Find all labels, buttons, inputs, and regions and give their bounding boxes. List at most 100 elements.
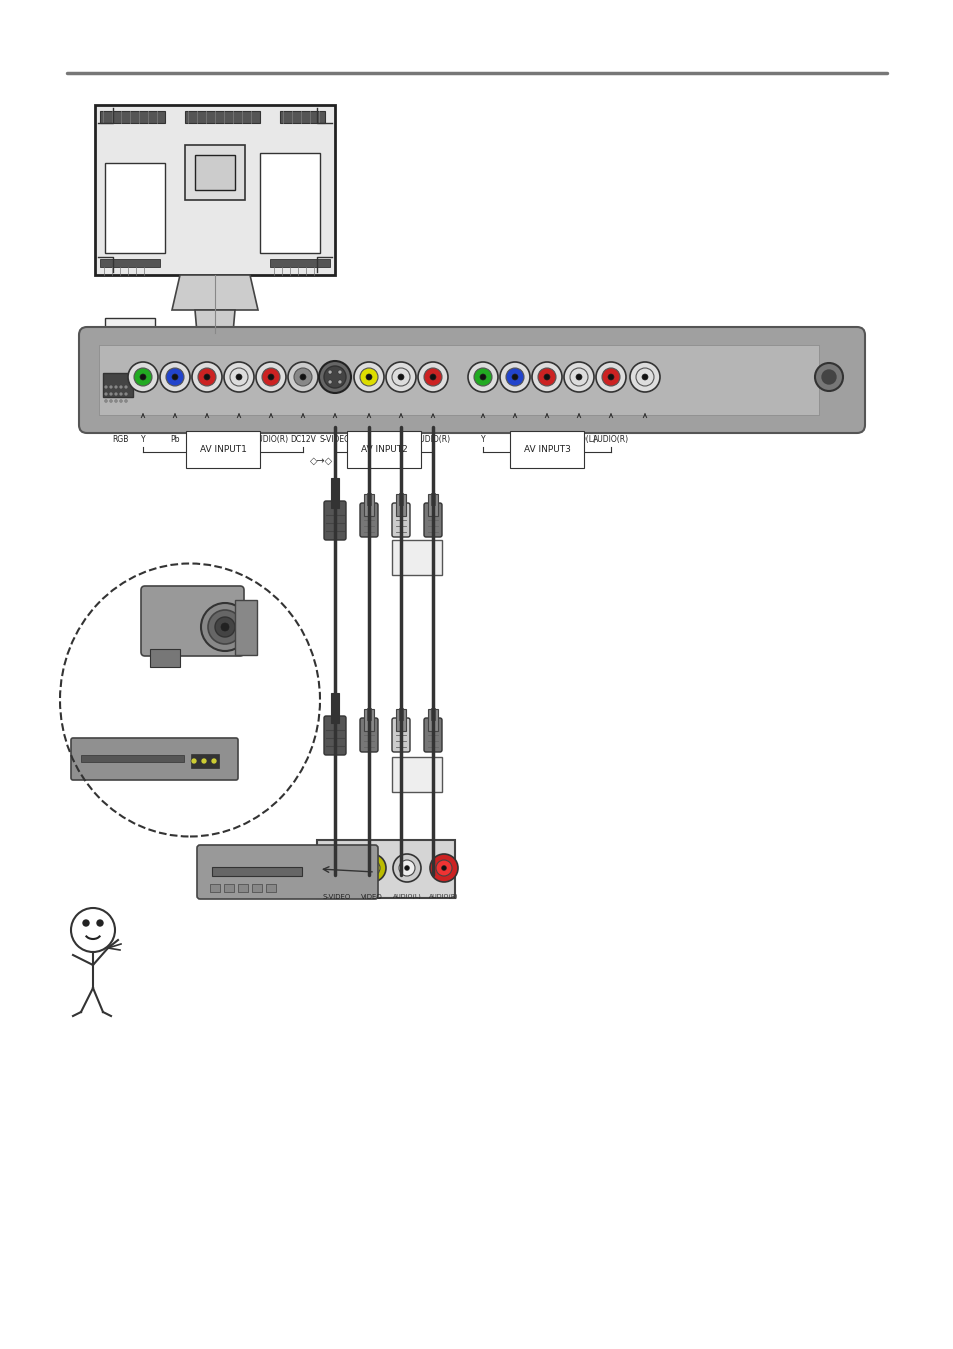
Circle shape xyxy=(369,866,375,870)
Text: AUDIO(L): AUDIO(L) xyxy=(561,434,596,444)
Circle shape xyxy=(326,857,348,880)
Circle shape xyxy=(569,368,587,386)
Bar xyxy=(210,884,220,892)
Circle shape xyxy=(319,851,354,885)
Circle shape xyxy=(224,362,253,393)
Circle shape xyxy=(208,610,242,643)
Circle shape xyxy=(576,374,581,380)
FancyBboxPatch shape xyxy=(141,585,244,656)
Circle shape xyxy=(393,854,420,882)
Circle shape xyxy=(125,386,128,389)
Bar xyxy=(100,111,165,123)
Circle shape xyxy=(468,362,497,393)
Circle shape xyxy=(441,866,446,870)
Circle shape xyxy=(821,370,835,384)
Circle shape xyxy=(140,374,146,380)
Circle shape xyxy=(499,362,530,393)
Bar xyxy=(270,259,330,267)
Bar xyxy=(398,492,402,505)
Text: AUDIO(L): AUDIO(L) xyxy=(393,894,421,898)
Text: Cr: Cr xyxy=(542,434,551,444)
Circle shape xyxy=(404,866,409,870)
Bar xyxy=(395,710,406,731)
Circle shape xyxy=(191,758,196,764)
Circle shape xyxy=(328,380,332,384)
Bar xyxy=(280,111,325,123)
Bar xyxy=(103,374,132,397)
Circle shape xyxy=(125,399,128,402)
Bar xyxy=(331,693,338,723)
FancyBboxPatch shape xyxy=(392,718,410,751)
Circle shape xyxy=(160,362,190,393)
Bar xyxy=(367,492,371,505)
Circle shape xyxy=(563,362,594,393)
Text: AUDIO(R): AUDIO(R) xyxy=(253,434,289,444)
Circle shape xyxy=(262,368,280,386)
Circle shape xyxy=(601,368,619,386)
Circle shape xyxy=(357,854,386,882)
Text: Y: Y xyxy=(140,434,145,444)
FancyBboxPatch shape xyxy=(423,503,441,537)
Bar xyxy=(331,478,338,509)
Bar xyxy=(81,755,184,762)
Circle shape xyxy=(204,374,210,380)
Bar xyxy=(431,492,435,505)
Text: AUDIO(L): AUDIO(L) xyxy=(383,434,418,444)
Circle shape xyxy=(629,362,659,393)
Circle shape xyxy=(172,374,178,380)
Bar xyxy=(398,708,402,720)
Circle shape xyxy=(366,374,372,380)
Circle shape xyxy=(105,399,108,402)
Bar xyxy=(105,318,154,348)
Bar xyxy=(224,884,233,892)
Bar xyxy=(260,152,319,254)
Circle shape xyxy=(119,399,122,402)
Bar xyxy=(260,336,305,357)
Circle shape xyxy=(354,362,384,393)
Circle shape xyxy=(119,393,122,395)
Circle shape xyxy=(97,920,103,925)
FancyBboxPatch shape xyxy=(423,718,441,751)
Circle shape xyxy=(339,870,343,874)
Bar xyxy=(364,710,374,731)
Circle shape xyxy=(337,370,341,374)
Circle shape xyxy=(636,368,654,386)
Circle shape xyxy=(211,758,216,764)
FancyBboxPatch shape xyxy=(359,503,377,537)
FancyBboxPatch shape xyxy=(359,718,377,751)
Text: AUDIO(L): AUDIO(L) xyxy=(221,434,256,444)
Bar xyxy=(234,600,256,656)
Circle shape xyxy=(221,623,229,631)
Circle shape xyxy=(543,374,550,380)
Circle shape xyxy=(110,393,112,395)
Circle shape xyxy=(641,374,647,380)
Circle shape xyxy=(364,861,379,876)
Circle shape xyxy=(328,370,332,374)
Bar xyxy=(105,163,165,254)
Circle shape xyxy=(133,368,152,386)
Circle shape xyxy=(423,368,441,386)
Bar xyxy=(212,867,302,876)
Text: Y: Y xyxy=(480,434,485,444)
Circle shape xyxy=(110,386,112,389)
Circle shape xyxy=(474,368,492,386)
Bar xyxy=(367,708,371,720)
Circle shape xyxy=(105,393,108,395)
Circle shape xyxy=(607,374,614,380)
FancyBboxPatch shape xyxy=(71,738,237,780)
Circle shape xyxy=(331,862,335,866)
Text: S-VIDEO: S-VIDEO xyxy=(319,434,350,444)
Bar xyxy=(154,328,274,340)
Circle shape xyxy=(83,920,89,925)
Circle shape xyxy=(337,380,341,384)
Circle shape xyxy=(214,616,234,637)
Circle shape xyxy=(114,393,117,395)
Bar xyxy=(185,111,260,123)
Bar xyxy=(266,884,275,892)
Bar xyxy=(316,840,455,898)
Circle shape xyxy=(294,368,312,386)
FancyBboxPatch shape xyxy=(392,503,410,537)
Circle shape xyxy=(255,362,286,393)
Polygon shape xyxy=(172,275,257,310)
Circle shape xyxy=(230,368,248,386)
